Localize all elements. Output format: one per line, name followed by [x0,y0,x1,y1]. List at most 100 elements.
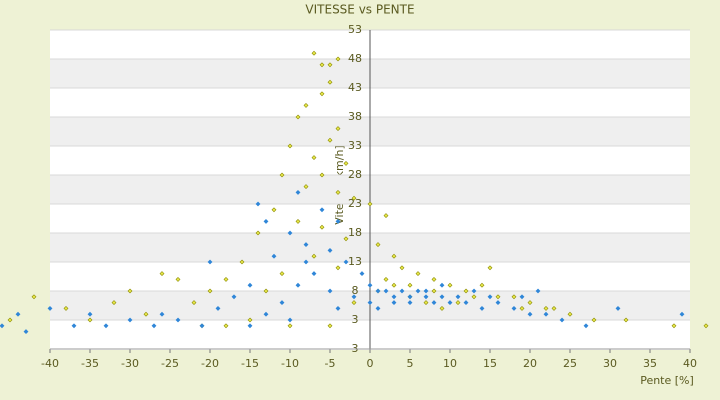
y-tick-label: 23 [348,197,362,210]
point [407,294,413,300]
x-tick-label: 10 [443,357,457,370]
point [359,271,365,277]
point [263,311,269,317]
point [295,189,301,195]
point [263,218,269,224]
x-tick-label: -5 [325,357,336,370]
point [367,201,373,207]
point [319,172,325,178]
point [327,137,333,143]
point [423,288,429,294]
point [439,294,445,300]
y-tick-label: 8 [352,284,359,297]
point [103,323,109,329]
point [567,311,573,317]
x-tick-label: -15 [241,357,259,370]
y-tick-label: 13 [348,255,362,268]
point [231,294,237,300]
point [327,323,333,329]
point [335,189,341,195]
point [391,300,397,306]
point [527,300,533,306]
point [87,317,93,323]
point [295,114,301,120]
point [223,276,229,282]
point [343,236,349,242]
point [351,294,357,300]
point [335,218,341,224]
point [335,305,341,311]
x-tick-label: -25 [161,357,179,370]
point [335,126,341,132]
point [551,305,557,311]
point [327,247,333,253]
y-tick-label: 18 [348,226,362,239]
point [143,311,149,317]
point [271,253,277,259]
point [303,184,309,190]
point [535,288,541,294]
x-tick-label: -40 [41,357,59,370]
x-tick-label: 0 [367,357,374,370]
point [71,323,77,329]
point [87,311,93,317]
point [543,305,549,311]
point [439,282,445,288]
point [47,305,53,311]
point [431,300,437,306]
point [191,300,197,306]
point [295,282,301,288]
chart-title: VITESSE vs PENTE [305,3,414,17]
point [319,62,325,68]
point [287,143,293,149]
point [495,294,501,300]
point [431,276,437,282]
point [327,62,333,68]
point [23,329,29,335]
point [335,265,341,271]
y-tick-label: 48 [348,52,362,65]
point [247,282,253,288]
x-tick-label: 35 [643,357,657,370]
y-tick-label: 33 [348,139,362,152]
point [287,230,293,236]
point [279,300,285,306]
point [407,282,413,288]
point [447,282,453,288]
point [591,317,597,323]
point [527,311,533,317]
point [511,294,517,300]
point [495,300,501,306]
point [127,288,133,294]
point [519,305,525,311]
point [375,242,381,248]
point [151,323,157,329]
x-tick-label: 30 [603,357,617,370]
point [303,242,309,248]
point [351,300,357,306]
x-tick-label: 25 [563,357,577,370]
point [511,305,517,311]
point [247,323,253,329]
x-tick-label: 40 [683,357,697,370]
point [615,305,621,311]
point [399,265,405,271]
point [0,323,5,329]
point [447,300,453,306]
point [247,317,253,323]
point [391,282,397,288]
point [175,276,181,282]
point [303,102,309,108]
point [351,195,357,201]
point [319,91,325,97]
point [471,288,477,294]
point [327,288,333,294]
x-tick-label: -20 [201,357,219,370]
point [431,288,437,294]
point [7,317,13,323]
x-tick-label: 15 [483,357,497,370]
point [159,311,165,317]
point [199,323,205,329]
point [279,172,285,178]
point [367,300,373,306]
